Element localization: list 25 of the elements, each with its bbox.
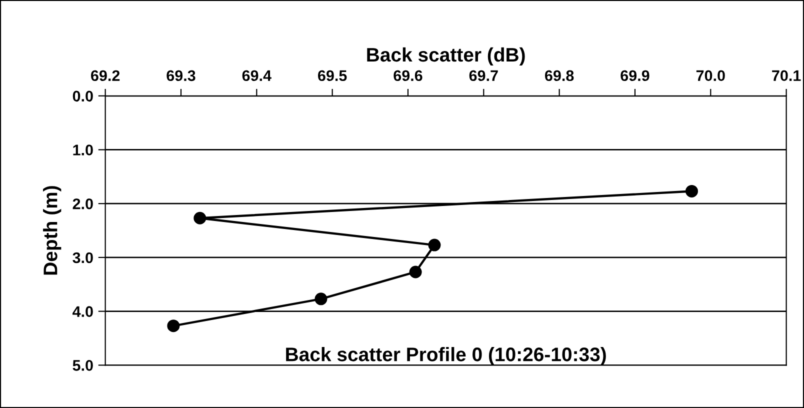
x-tick-label: 69.6 <box>394 70 422 82</box>
y-tick-label: 2.0 <box>72 198 93 210</box>
point <box>314 292 328 306</box>
point <box>194 212 206 224</box>
y-axis-title: Depth (m) <box>43 186 62 275</box>
x-tick-label: 69.3 <box>166 70 196 82</box>
y-tick-label: 0.0 <box>72 90 93 102</box>
x-tick-label: 69.2 <box>91 70 120 82</box>
point <box>167 320 180 332</box>
x-tick-label: 70.0 <box>696 70 725 82</box>
point <box>409 266 422 278</box>
y-tick-label: 3.0 <box>72 252 93 264</box>
point <box>428 238 441 252</box>
point <box>685 184 698 198</box>
x-axis-title: Back scatter (dB) <box>367 47 525 66</box>
y-tick-label: 5.0 <box>72 360 93 371</box>
x-tick-label: 69.4 <box>242 70 272 82</box>
x-tick-label: 69.9 <box>620 70 650 82</box>
x-tick-label: 69.8 <box>545 70 574 82</box>
x-tick-label: 69.7 <box>469 70 498 82</box>
text: Back scatter Profile 0 (10:26-10:33) <box>286 347 606 366</box>
x-tick-label: 70.1 <box>772 70 801 82</box>
y-tick-label: 1.0 <box>73 144 93 156</box>
y-tick-label: 4.0 <box>72 306 93 317</box>
x-tick-label: 69.5 <box>318 70 347 82</box>
